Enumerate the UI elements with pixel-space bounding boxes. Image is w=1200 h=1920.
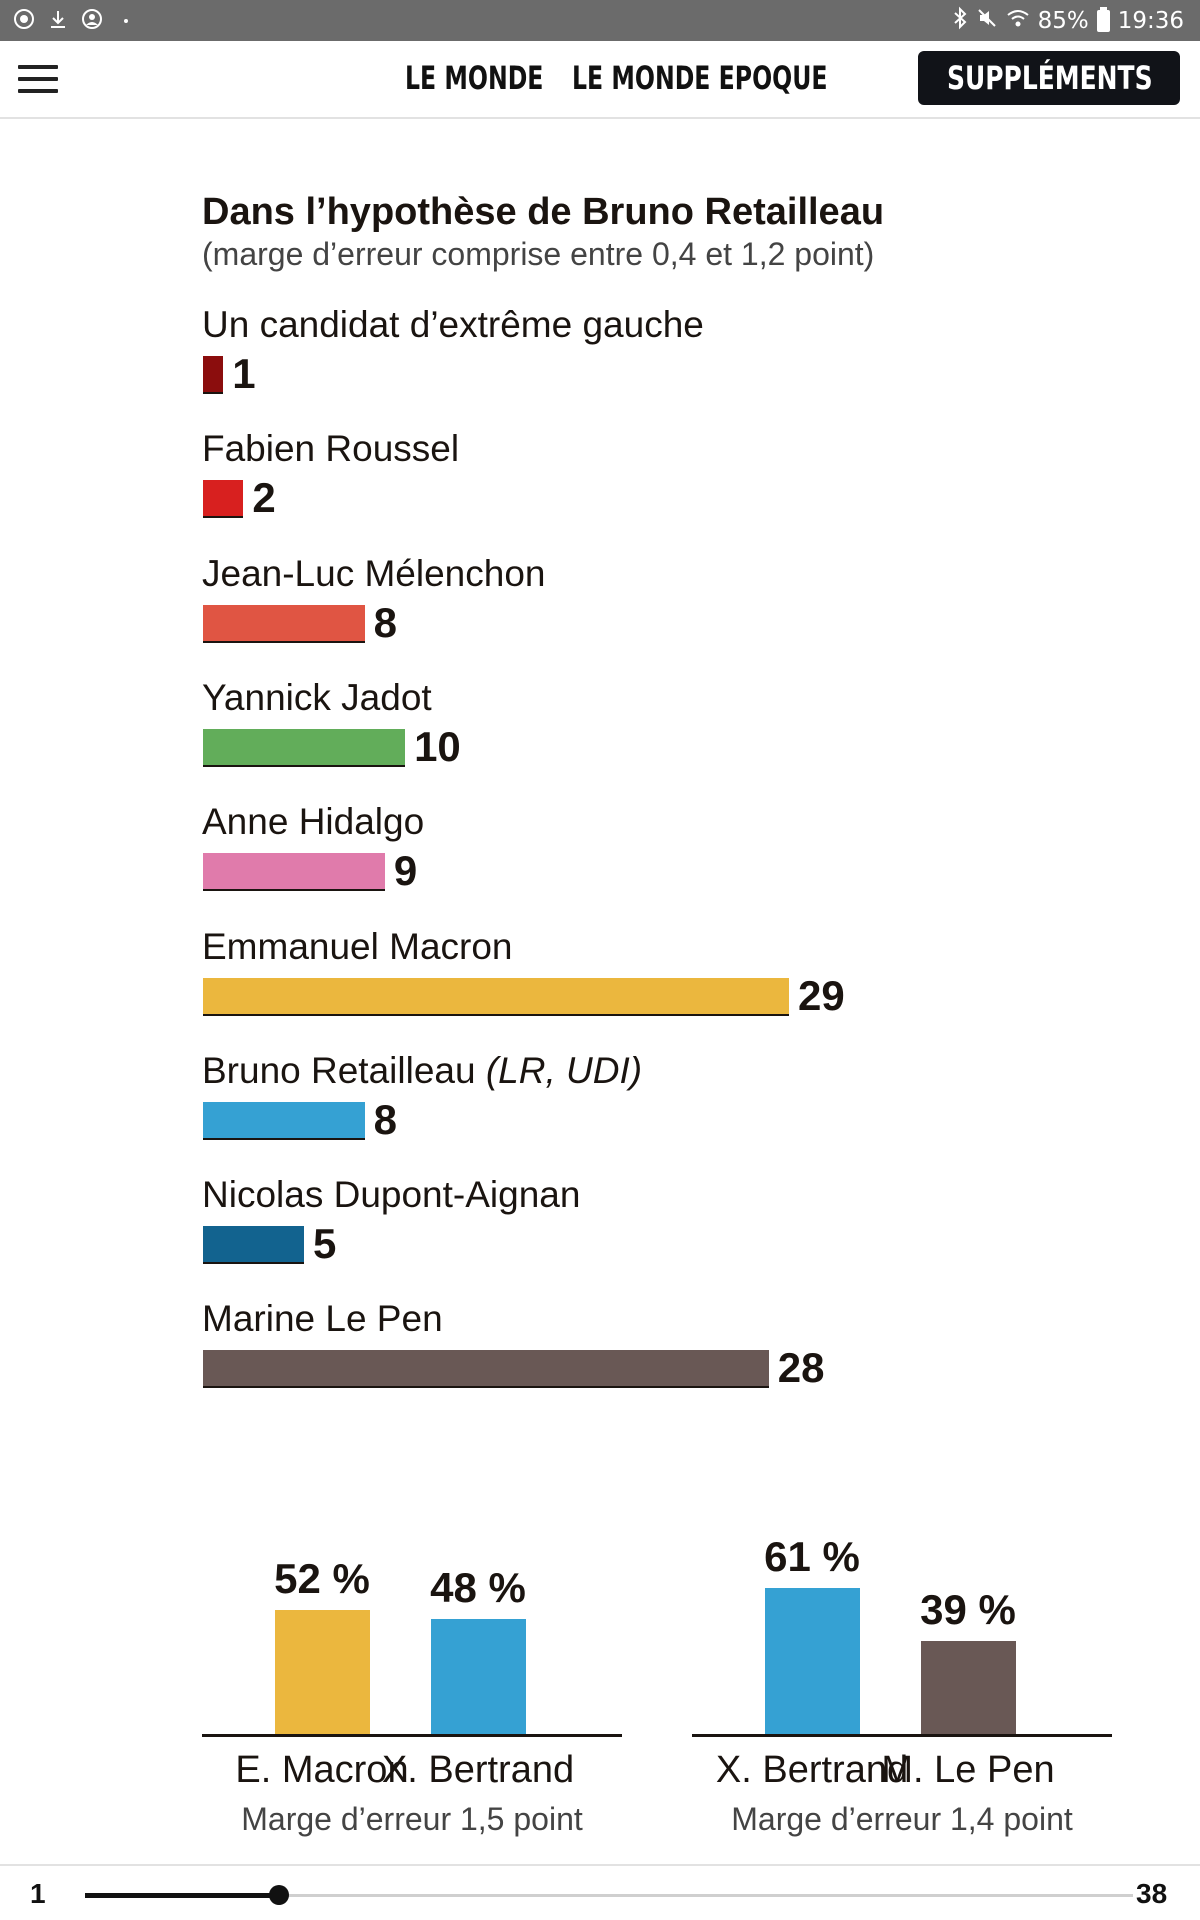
candidate-name: Yannick Jadot — [202, 676, 432, 718]
slider-track[interactable] — [85, 1894, 1133, 1897]
clock: 19:36 — [1117, 8, 1184, 34]
bar — [203, 977, 789, 1016]
category-label: X. Bertrand — [381, 1749, 575, 1791]
slider-thumb[interactable] — [268, 1885, 289, 1905]
candidate-name: Anne Hidalgo — [202, 801, 425, 843]
bar-value-label: 10 — [414, 722, 461, 770]
bar-value-label: 39 % — [920, 1585, 1016, 1633]
candidate-name: Emmanuel Macron — [202, 925, 513, 967]
candidate-label: Nicolas Dupont-Aignan — [202, 1174, 580, 1216]
supplements-button[interactable]: SUPPLÉMENTS — [918, 51, 1180, 105]
page-slider: 1 38 — [0, 1864, 1200, 1920]
bluetooth-icon — [952, 6, 968, 36]
bar-row: Bruno Retailleau (LR, UDI) 8 — [202, 1050, 1002, 1150]
bar-row: Marine Le Pen 28 — [202, 1298, 1002, 1398]
chart-subtitle: (marge d’erreur comprise entre 0,4 et 1,… — [202, 236, 875, 272]
nav-le-monde-epoque[interactable]: LE MONDE EPOQUE — [572, 59, 828, 97]
category-label: M. Le Pen — [881, 1749, 1055, 1791]
bar-row: Yannick Jadot 10 — [202, 677, 1002, 777]
bar-row: Fabien Roussel 2 — [202, 428, 1002, 528]
dot-icon — [114, 8, 138, 32]
bar-row: Anne Hidalgo 9 — [202, 801, 1002, 901]
candidate-label: Emmanuel Macron — [202, 926, 513, 968]
bar — [203, 604, 365, 643]
bar — [764, 1588, 860, 1734]
bar-value-label: 61 % — [764, 1533, 860, 1580]
second-round-chart-bertrand-lepen: Marge d’erreur 1,4 point 61 % X. Bertrand… — [692, 1519, 1112, 1849]
bar-value-label: 52 % — [274, 1554, 370, 1602]
candidate-name: Nicolas Dupont-Aignan — [202, 1174, 581, 1216]
candidate-label: Jean-Luc Mélenchon — [202, 553, 546, 595]
bar-value-label: 2 — [252, 474, 276, 522]
bar-value-label: 5 — [313, 1220, 337, 1268]
party-label: (LR, UDI) — [485, 1049, 643, 1091]
page-total: 38 — [1136, 1878, 1168, 1909]
candidate-label: Yannick Jadot — [202, 677, 432, 719]
mute-icon — [976, 7, 998, 35]
margin-note: Marge d’erreur 1,5 point — [241, 1801, 583, 1837]
bar-value-label: 8 — [373, 1095, 397, 1143]
bar-row: Nicolas Dupont-Aignan 5 — [202, 1174, 1002, 1274]
download-icon — [46, 8, 70, 32]
battery-percent: 85% — [1037, 8, 1089, 34]
page-current: 1 — [30, 1878, 46, 1909]
bar-row: Emmanuel Macron 29 — [202, 926, 1002, 1026]
candidate-label: Marine Le Pen — [202, 1298, 443, 1340]
category-label: X. Bertrand — [715, 1749, 909, 1791]
bar-value-label: 8 — [373, 598, 397, 646]
candidate-label: Anne Hidalgo — [202, 801, 424, 843]
candidate-label: Bruno Retailleau (LR, UDI) — [202, 1050, 642, 1092]
chart-baseline — [202, 1734, 622, 1737]
article-content: Dans l’hypothèse de Bruno Retailleau (ma… — [0, 119, 1200, 1864]
bar — [274, 1609, 370, 1734]
wifi-icon — [1006, 7, 1030, 35]
bar-value-label: 29 — [798, 971, 845, 1019]
bar — [203, 1226, 305, 1265]
chart-title: Dans l’hypothèse de Bruno Retailleau — [202, 191, 885, 233]
bar — [203, 480, 244, 519]
app-bar: LE MONDE LE MONDE EPOQUE SUPPLÉMENTS — [0, 41, 1200, 119]
bar — [203, 853, 385, 892]
account-icon — [80, 8, 104, 32]
candidate-name: Un candidat d’extrême gauche — [202, 304, 704, 345]
category-label: E. Macron — [235, 1749, 409, 1791]
bar-value-label: 28 — [777, 1344, 825, 1392]
second-round-chart-macron-bertrand: Marge d’erreur 1,5 point 52 % E. Macron 48… — [202, 1519, 622, 1849]
menu-icon[interactable] — [18, 65, 58, 95]
battery-icon — [1096, 7, 1110, 32]
candidate-label: Un candidat d’extrême gauche — [202, 304, 704, 346]
candidate-name: Jean-Luc Mélenchon — [202, 552, 546, 594]
bar — [203, 728, 406, 767]
candidate-label: Fabien Roussel — [202, 428, 459, 470]
status-icons-right: 85% 19:36 — [952, 6, 1184, 36]
nav-le-monde[interactable]: LE MONDE — [405, 59, 544, 97]
status-icons-left — [12, 8, 138, 32]
candidate-name: Marine Le Pen — [202, 1298, 443, 1340]
bar — [430, 1619, 526, 1734]
bar-row: Jean-Luc Mélenchon 8 — [202, 553, 1002, 653]
status-bar: 85% 19:36 — [0, 0, 1200, 41]
bar-row: Un candidat d’extrême gauche 1 — [202, 304, 1002, 404]
bar — [203, 1101, 365, 1140]
bar — [203, 356, 224, 394]
candidate-name: Fabien Roussel — [202, 428, 460, 470]
bar-value-label: 1 — [232, 350, 256, 397]
candidate-name: Bruno Retailleau — [202, 1049, 476, 1091]
supplements-label: SUPPLÉMENTS — [946, 59, 1153, 97]
slider-fill — [85, 1893, 279, 1898]
bar-value-label: 9 — [393, 847, 418, 895]
bar-value-label: 48 % — [430, 1564, 526, 1612]
margin-note: Marge d’erreur 1,4 point — [731, 1801, 1073, 1837]
record-icon — [12, 8, 36, 32]
bar — [920, 1640, 1016, 1734]
bar — [203, 1350, 769, 1389]
chart-baseline — [692, 1734, 1112, 1737]
